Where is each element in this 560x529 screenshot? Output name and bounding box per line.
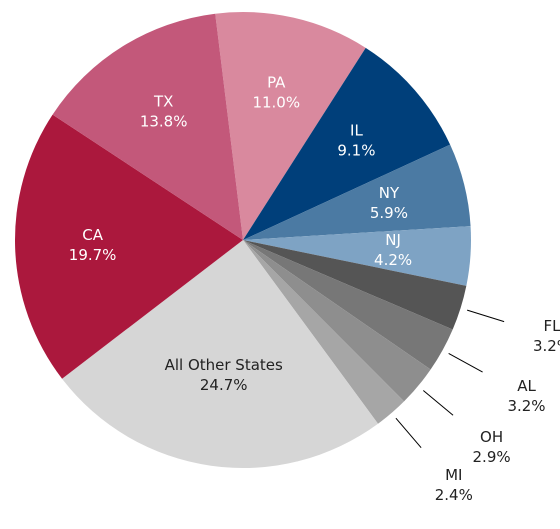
slice-value: 9.1% — [337, 142, 375, 160]
pie-slice — [243, 47, 451, 240]
slice-value: 3.2% — [507, 397, 545, 415]
slice-value: 3.2% — [533, 337, 560, 355]
pie-slice — [243, 240, 453, 370]
pie-slice — [243, 226, 471, 286]
pie-slice — [215, 12, 366, 241]
leader-line — [448, 352, 483, 373]
slice-label: IL — [350, 122, 363, 140]
slice-label: FL — [544, 317, 560, 335]
leader-line — [466, 309, 505, 323]
slice-value: 4.2% — [374, 251, 412, 269]
pie-slice — [243, 240, 467, 330]
slice-value: 11.0% — [252, 94, 300, 112]
pie-slice — [62, 240, 379, 468]
slice-value: 2.4% — [435, 486, 473, 504]
slice-label: TX — [153, 93, 173, 111]
slice-value: 24.7% — [200, 376, 248, 394]
leader-line — [395, 417, 422, 448]
pie-slice — [52, 13, 243, 240]
slice-label: NY — [379, 184, 400, 202]
slice-value: 5.9% — [370, 204, 408, 222]
pie-slice — [243, 240, 431, 402]
pie-slice — [243, 240, 405, 424]
slice-label: All Other States — [165, 356, 283, 374]
pie-slice — [243, 144, 471, 240]
slice-label: CA — [82, 226, 103, 244]
slice-label: NJ — [385, 231, 401, 249]
slice-value: 19.7% — [69, 246, 117, 264]
slice-label: MI — [445, 466, 462, 484]
slice-value: 2.9% — [473, 448, 511, 466]
leader-line — [422, 390, 454, 416]
slice-label: OH — [480, 428, 503, 446]
slice-label: PA — [267, 74, 286, 92]
pie-slice — [14, 114, 243, 379]
slice-label: AL — [517, 377, 536, 395]
slice-value: 13.8% — [140, 113, 188, 131]
